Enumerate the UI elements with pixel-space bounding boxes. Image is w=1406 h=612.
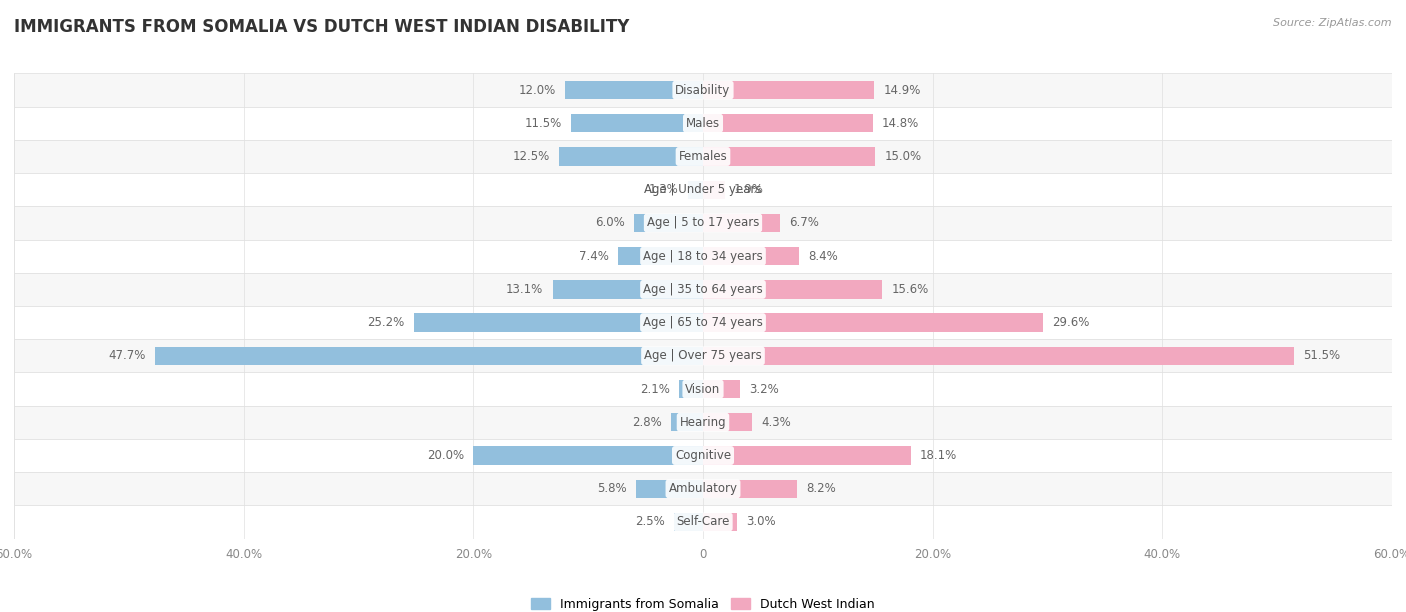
Bar: [413, 313, 703, 332]
Legend: Immigrants from Somalia, Dutch West Indian: Immigrants from Somalia, Dutch West Indi…: [526, 593, 880, 612]
Bar: [703, 114, 873, 132]
Text: 15.0%: 15.0%: [884, 150, 921, 163]
Text: Disability: Disability: [675, 84, 731, 97]
Text: 3.0%: 3.0%: [747, 515, 776, 528]
Bar: [688, 181, 703, 199]
Bar: [703, 247, 800, 266]
Text: Vision: Vision: [685, 382, 721, 395]
Bar: [671, 413, 703, 431]
Text: Cognitive: Cognitive: [675, 449, 731, 462]
Bar: [703, 214, 780, 232]
Bar: [14, 206, 1392, 239]
Text: 2.5%: 2.5%: [636, 515, 665, 528]
Text: Hearing: Hearing: [679, 416, 727, 429]
Bar: [703, 313, 1043, 332]
Text: 7.4%: 7.4%: [579, 250, 609, 263]
Bar: [14, 406, 1392, 439]
Bar: [679, 380, 703, 398]
Bar: [14, 239, 1392, 273]
Text: 18.1%: 18.1%: [920, 449, 957, 462]
Text: Self-Care: Self-Care: [676, 515, 730, 528]
Text: 5.8%: 5.8%: [598, 482, 627, 495]
Text: Source: ZipAtlas.com: Source: ZipAtlas.com: [1274, 18, 1392, 28]
Text: 8.4%: 8.4%: [808, 250, 838, 263]
Bar: [155, 346, 703, 365]
Bar: [634, 214, 703, 232]
Text: Females: Females: [679, 150, 727, 163]
Bar: [571, 114, 703, 132]
Bar: [474, 446, 703, 465]
Text: 6.0%: 6.0%: [595, 217, 624, 230]
Bar: [703, 446, 911, 465]
Text: 12.0%: 12.0%: [519, 84, 555, 97]
Text: Ambulatory: Ambulatory: [668, 482, 738, 495]
Text: IMMIGRANTS FROM SOMALIA VS DUTCH WEST INDIAN DISABILITY: IMMIGRANTS FROM SOMALIA VS DUTCH WEST IN…: [14, 18, 630, 36]
Bar: [703, 413, 752, 431]
Text: Age | Under 5 years: Age | Under 5 years: [644, 183, 762, 196]
Bar: [675, 513, 703, 531]
Bar: [14, 273, 1392, 306]
Bar: [703, 181, 725, 199]
Bar: [553, 280, 703, 299]
Bar: [14, 506, 1392, 539]
Text: Males: Males: [686, 117, 720, 130]
Text: 47.7%: 47.7%: [108, 349, 146, 362]
Bar: [703, 280, 882, 299]
Text: 4.3%: 4.3%: [762, 416, 792, 429]
Bar: [703, 346, 1295, 365]
Bar: [14, 472, 1392, 506]
Bar: [565, 81, 703, 99]
Bar: [14, 73, 1392, 106]
Bar: [619, 247, 703, 266]
Text: 2.8%: 2.8%: [631, 416, 662, 429]
Text: 1.3%: 1.3%: [650, 183, 679, 196]
Text: 2.1%: 2.1%: [640, 382, 669, 395]
Bar: [637, 480, 703, 498]
Text: Age | Over 75 years: Age | Over 75 years: [644, 349, 762, 362]
Text: 3.2%: 3.2%: [749, 382, 779, 395]
Bar: [703, 513, 738, 531]
Bar: [14, 373, 1392, 406]
Text: 13.1%: 13.1%: [506, 283, 543, 296]
Text: 15.6%: 15.6%: [891, 283, 928, 296]
Text: 14.8%: 14.8%: [882, 117, 920, 130]
Text: 8.2%: 8.2%: [807, 482, 837, 495]
Bar: [703, 380, 740, 398]
Text: Age | 35 to 64 years: Age | 35 to 64 years: [643, 283, 763, 296]
Bar: [14, 439, 1392, 472]
Bar: [14, 339, 1392, 373]
Text: 20.0%: 20.0%: [427, 449, 464, 462]
Bar: [703, 480, 797, 498]
Bar: [703, 147, 875, 166]
Text: 25.2%: 25.2%: [367, 316, 405, 329]
Text: Age | 18 to 34 years: Age | 18 to 34 years: [643, 250, 763, 263]
Bar: [703, 81, 875, 99]
Text: Age | 65 to 74 years: Age | 65 to 74 years: [643, 316, 763, 329]
Bar: [14, 140, 1392, 173]
Text: 11.5%: 11.5%: [524, 117, 562, 130]
Text: 29.6%: 29.6%: [1052, 316, 1090, 329]
Text: 51.5%: 51.5%: [1303, 349, 1341, 362]
Bar: [14, 306, 1392, 339]
Bar: [14, 173, 1392, 206]
Text: 14.9%: 14.9%: [883, 84, 921, 97]
Bar: [14, 106, 1392, 140]
Text: 6.7%: 6.7%: [789, 217, 818, 230]
Text: 1.9%: 1.9%: [734, 183, 763, 196]
Text: 12.5%: 12.5%: [513, 150, 550, 163]
Bar: [560, 147, 703, 166]
Text: Age | 5 to 17 years: Age | 5 to 17 years: [647, 217, 759, 230]
